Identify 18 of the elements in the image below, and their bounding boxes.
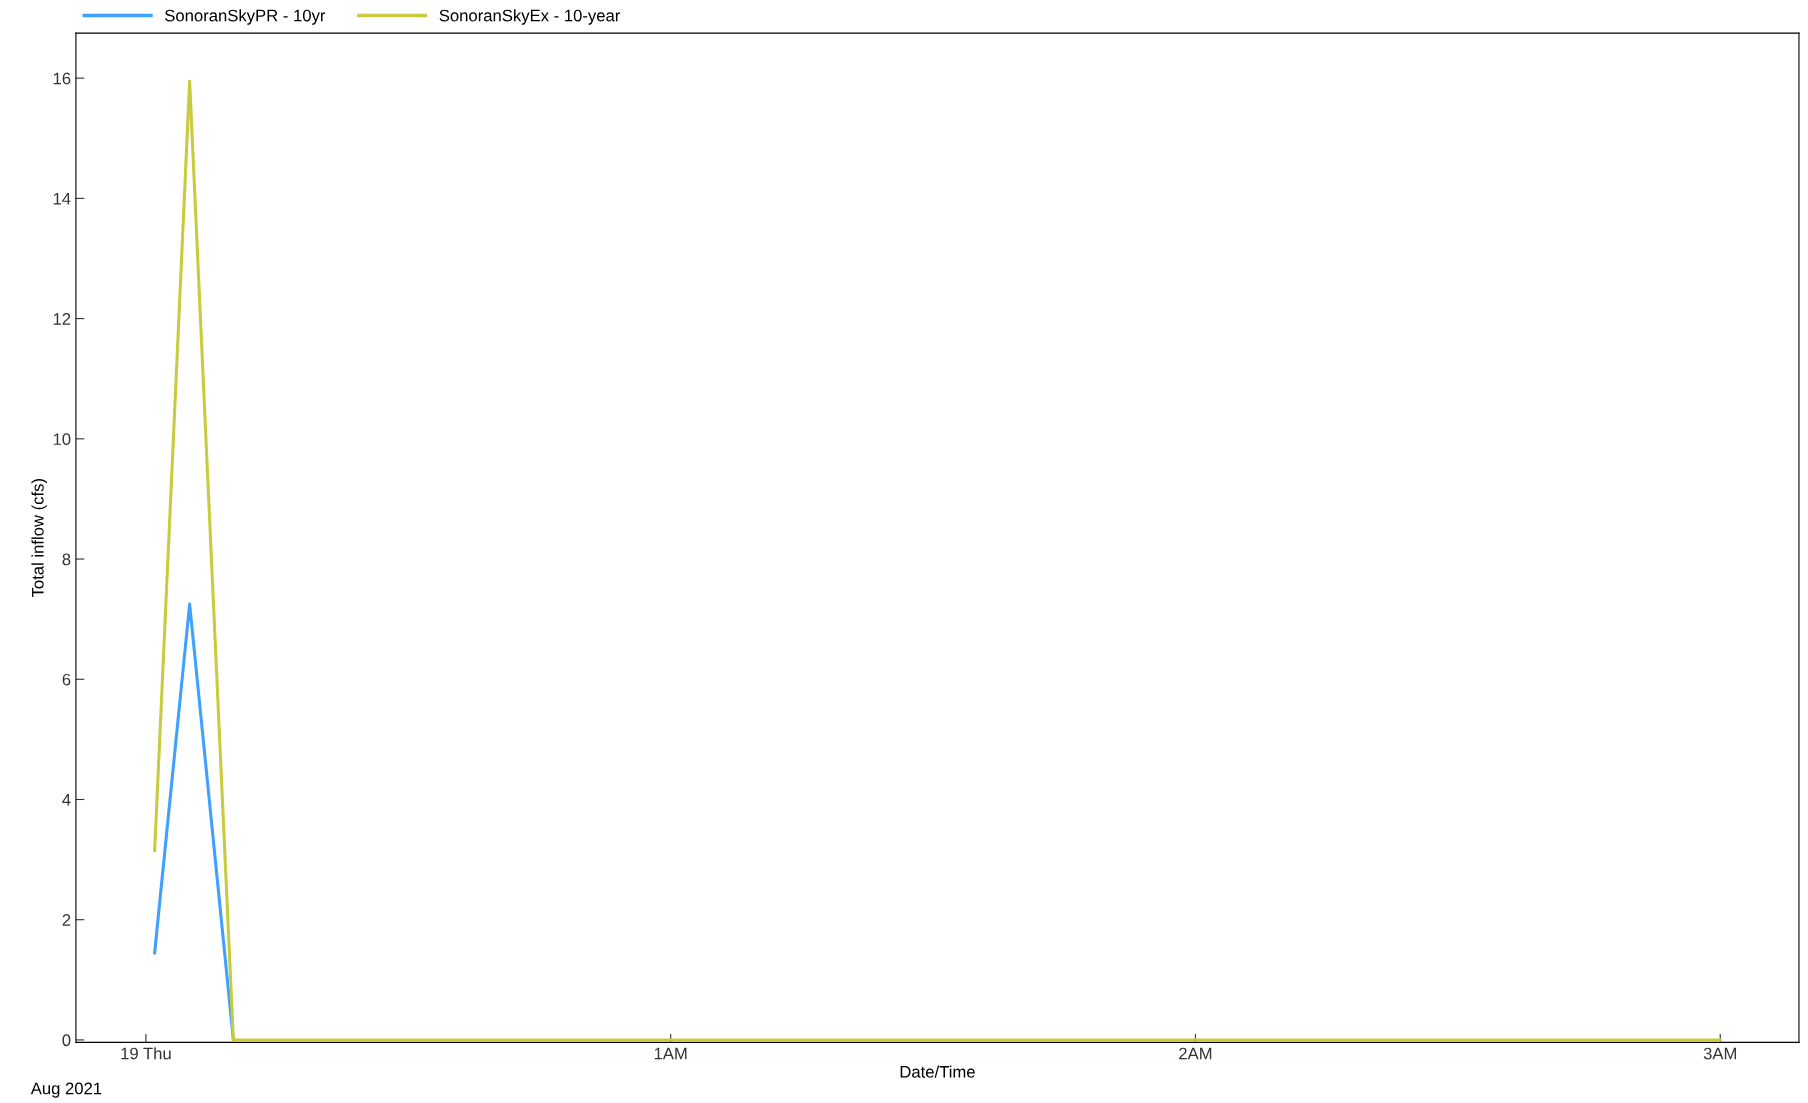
x-tick-label: 2AM	[1179, 1047, 1212, 1060]
x-axis-title: Date/Time	[900, 1065, 975, 1078]
x-tick-label: 19 Thu	[121, 1047, 171, 1060]
y-tick-label: 16	[53, 72, 71, 85]
y-axis-title: Total inflow (cfs)	[31, 479, 47, 598]
legend-label: SonoranSkyEx - 10-year	[439, 9, 621, 25]
y-tick-label: 0	[62, 1034, 71, 1047]
y-tick-label: 14	[53, 192, 71, 205]
y-tick-label: 8	[62, 553, 71, 566]
legend-label: SonoranSkyPR - 10yr	[165, 9, 326, 25]
x-tick-label: 3AM	[1703, 1047, 1737, 1060]
y-tick-label: 12	[53, 313, 71, 325]
y-tick-label: 4	[62, 794, 71, 806]
y-tick-label: 10	[53, 433, 71, 446]
y-tick-label: 6	[62, 673, 71, 686]
text: Aug 2021	[30, 1082, 102, 1098]
y-tick-label: 2	[62, 914, 71, 926]
x-tick-label: 1AM	[654, 1047, 687, 1060]
